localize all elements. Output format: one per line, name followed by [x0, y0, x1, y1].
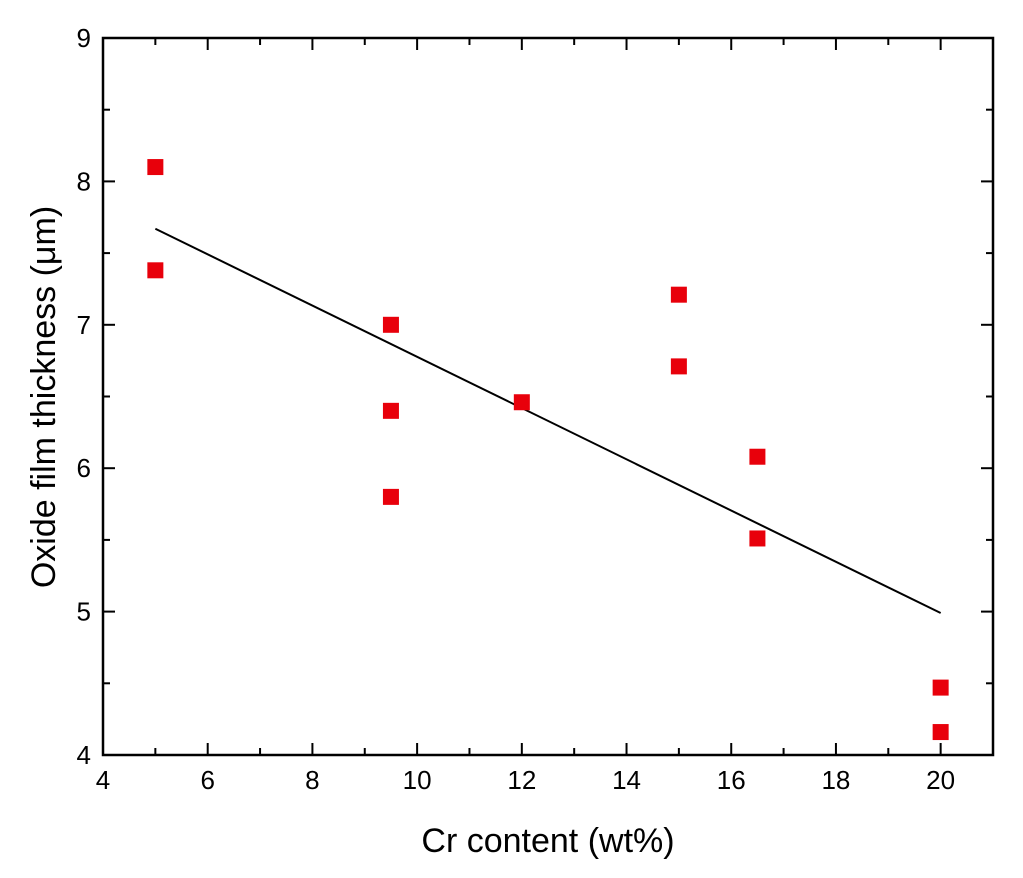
x-tick-label: 20 — [926, 765, 955, 795]
data-point — [932, 679, 949, 696]
data-point — [382, 316, 399, 333]
y-tick-label: 8 — [77, 166, 91, 196]
data-point — [513, 394, 530, 411]
plot-frame — [101, 36, 995, 757]
axes: 4 6 8 10 12 14 16 18 20 4 5 6 7 8 9 — [77, 23, 995, 795]
y-tick-label: 5 — [77, 597, 91, 627]
data-points — [147, 159, 949, 741]
data-point — [147, 159, 164, 176]
x-tick-label: 12 — [507, 765, 536, 795]
x-tick-label: 8 — [305, 765, 319, 795]
y-axis-label: Oxide film thickness (μm) — [25, 206, 63, 588]
data-point — [749, 530, 766, 547]
x-tick-label: 18 — [821, 765, 850, 795]
y-tick-label: 7 — [77, 310, 91, 340]
data-point — [670, 286, 687, 303]
x-tick-label: 10 — [403, 765, 432, 795]
data-point — [382, 402, 399, 419]
x-tick-label: 16 — [717, 765, 746, 795]
x-axis-label: Cr content (wt%) — [421, 822, 674, 860]
y-tick-label: 6 — [77, 453, 91, 483]
x-tick-label: 14 — [612, 765, 641, 795]
x-tick-label: 6 — [200, 765, 214, 795]
data-point — [382, 488, 399, 505]
data-point — [147, 262, 164, 279]
y-tick-label: 9 — [77, 23, 91, 53]
x-tick-label: 4 — [96, 765, 110, 795]
data-point — [932, 724, 949, 741]
linear-fit-line — [154, 227, 942, 614]
data-point — [749, 448, 766, 465]
y-tick-label: 4 — [77, 740, 91, 770]
data-point — [670, 358, 687, 375]
